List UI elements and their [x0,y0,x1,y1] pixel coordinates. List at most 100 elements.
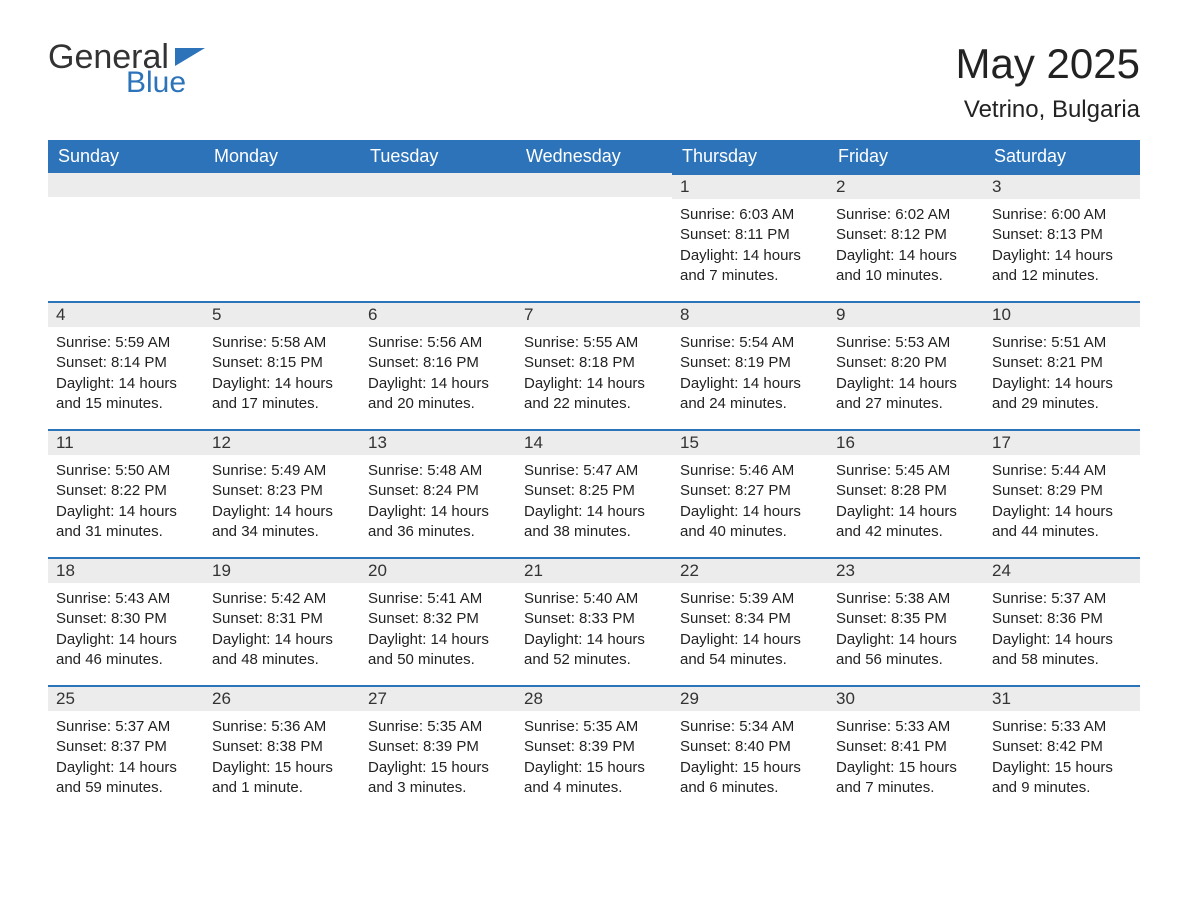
weekday-header: Tuesday [360,140,516,173]
sunrise-line: Sunrise: 5:46 AM [680,461,820,481]
calendar-day-cell: 26Sunrise: 5:36 AMSunset: 8:38 PMDayligh… [204,685,360,813]
daylight-line: Daylight: 14 hours and 40 minutes. [680,502,820,543]
day-details: Sunrise: 5:45 AMSunset: 8:28 PMDaylight:… [828,455,984,546]
sunset-line: Sunset: 8:42 PM [992,737,1132,757]
sunset-line: Sunset: 8:36 PM [992,609,1132,629]
sunset-line: Sunset: 8:21 PM [992,353,1132,373]
title-block: May 2025 Vetrino, Bulgaria [956,40,1140,124]
weekday-header: Wednesday [516,140,672,173]
sunrise-line: Sunrise: 6:02 AM [836,205,976,225]
month-title: May 2025 [956,40,1140,88]
day-number: 5 [204,301,360,327]
day-number: 20 [360,557,516,583]
day-details: Sunrise: 5:50 AMSunset: 8:22 PMDaylight:… [48,455,204,546]
sunrise-line: Sunrise: 5:58 AM [212,333,352,353]
sunset-line: Sunset: 8:23 PM [212,481,352,501]
sunrise-line: Sunrise: 5:53 AM [836,333,976,353]
day-number: 27 [360,685,516,711]
day-number: 26 [204,685,360,711]
calendar-day-cell: 28Sunrise: 5:35 AMSunset: 8:39 PMDayligh… [516,685,672,813]
calendar-day-cell: 2Sunrise: 6:02 AMSunset: 8:12 PMDaylight… [828,173,984,301]
day-number: 6 [360,301,516,327]
day-number: 25 [48,685,204,711]
empty-day-header [48,173,204,197]
sunset-line: Sunset: 8:41 PM [836,737,976,757]
daylight-line: Daylight: 14 hours and 50 minutes. [368,630,508,671]
daylight-line: Daylight: 14 hours and 27 minutes. [836,374,976,415]
daylight-line: Daylight: 15 hours and 3 minutes. [368,758,508,799]
day-number: 10 [984,301,1140,327]
day-number: 11 [48,429,204,455]
daylight-line: Daylight: 14 hours and 42 minutes. [836,502,976,543]
sunset-line: Sunset: 8:28 PM [836,481,976,501]
calendar-day-cell: 3Sunrise: 6:00 AMSunset: 8:13 PMDaylight… [984,173,1140,301]
sunset-line: Sunset: 8:35 PM [836,609,976,629]
sunset-line: Sunset: 8:19 PM [680,353,820,373]
calendar-day-cell [516,173,672,301]
day-details: Sunrise: 5:41 AMSunset: 8:32 PMDaylight:… [360,583,516,674]
day-details: Sunrise: 5:38 AMSunset: 8:35 PMDaylight:… [828,583,984,674]
daylight-line: Daylight: 14 hours and 31 minutes. [56,502,196,543]
day-details: Sunrise: 5:51 AMSunset: 8:21 PMDaylight:… [984,327,1140,418]
weekday-header: Saturday [984,140,1140,173]
sunset-line: Sunset: 8:24 PM [368,481,508,501]
sunrise-line: Sunrise: 5:37 AM [56,717,196,737]
calendar-day-cell: 7Sunrise: 5:55 AMSunset: 8:18 PMDaylight… [516,301,672,429]
calendar-day-cell: 8Sunrise: 5:54 AMSunset: 8:19 PMDaylight… [672,301,828,429]
day-number: 24 [984,557,1140,583]
calendar-day-cell: 24Sunrise: 5:37 AMSunset: 8:36 PMDayligh… [984,557,1140,685]
calendar-day-cell: 13Sunrise: 5:48 AMSunset: 8:24 PMDayligh… [360,429,516,557]
sunset-line: Sunset: 8:16 PM [368,353,508,373]
daylight-line: Daylight: 14 hours and 36 minutes. [368,502,508,543]
daylight-line: Daylight: 14 hours and 38 minutes. [524,502,664,543]
sunrise-line: Sunrise: 5:51 AM [992,333,1132,353]
empty-day-header [516,173,672,197]
calendar-day-cell: 29Sunrise: 5:34 AMSunset: 8:40 PMDayligh… [672,685,828,813]
calendar-day-cell: 4Sunrise: 5:59 AMSunset: 8:14 PMDaylight… [48,301,204,429]
sunrise-line: Sunrise: 5:40 AM [524,589,664,609]
day-number: 7 [516,301,672,327]
weekday-header: Friday [828,140,984,173]
day-details: Sunrise: 5:49 AMSunset: 8:23 PMDaylight:… [204,455,360,546]
empty-day-header [360,173,516,197]
sunrise-line: Sunrise: 5:44 AM [992,461,1132,481]
calendar-day-cell: 27Sunrise: 5:35 AMSunset: 8:39 PMDayligh… [360,685,516,813]
sunrise-line: Sunrise: 5:47 AM [524,461,664,481]
sunrise-line: Sunrise: 5:54 AM [680,333,820,353]
day-details: Sunrise: 5:58 AMSunset: 8:15 PMDaylight:… [204,327,360,418]
day-number: 12 [204,429,360,455]
daylight-line: Daylight: 15 hours and 4 minutes. [524,758,664,799]
day-details: Sunrise: 5:36 AMSunset: 8:38 PMDaylight:… [204,711,360,802]
sunrise-line: Sunrise: 5:42 AM [212,589,352,609]
calendar-day-cell: 6Sunrise: 5:56 AMSunset: 8:16 PMDaylight… [360,301,516,429]
sunset-line: Sunset: 8:22 PM [56,481,196,501]
daylight-line: Daylight: 14 hours and 12 minutes. [992,246,1132,287]
sunrise-line: Sunrise: 6:03 AM [680,205,820,225]
daylight-line: Daylight: 14 hours and 22 minutes. [524,374,664,415]
calendar-week-row: 25Sunrise: 5:37 AMSunset: 8:37 PMDayligh… [48,685,1140,813]
calendar-week-row: 18Sunrise: 5:43 AMSunset: 8:30 PMDayligh… [48,557,1140,685]
daylight-line: Daylight: 14 hours and 59 minutes. [56,758,196,799]
sunrise-line: Sunrise: 5:38 AM [836,589,976,609]
day-details: Sunrise: 5:35 AMSunset: 8:39 PMDaylight:… [360,711,516,802]
day-number: 1 [672,173,828,199]
day-details: Sunrise: 5:55 AMSunset: 8:18 PMDaylight:… [516,327,672,418]
calendar-day-cell: 23Sunrise: 5:38 AMSunset: 8:35 PMDayligh… [828,557,984,685]
calendar-day-cell [48,173,204,301]
day-details: Sunrise: 5:37 AMSunset: 8:37 PMDaylight:… [48,711,204,802]
empty-day-header [204,173,360,197]
sunrise-line: Sunrise: 5:49 AM [212,461,352,481]
calendar-day-cell [360,173,516,301]
day-details: Sunrise: 6:02 AMSunset: 8:12 PMDaylight:… [828,199,984,290]
logo-triangle-icon [175,48,205,66]
daylight-line: Daylight: 14 hours and 54 minutes. [680,630,820,671]
sunrise-line: Sunrise: 5:35 AM [524,717,664,737]
daylight-line: Daylight: 15 hours and 1 minute. [212,758,352,799]
day-number: 14 [516,429,672,455]
sunrise-line: Sunrise: 5:59 AM [56,333,196,353]
sunrise-line: Sunrise: 5:43 AM [56,589,196,609]
day-details: Sunrise: 5:47 AMSunset: 8:25 PMDaylight:… [516,455,672,546]
calendar-day-cell: 14Sunrise: 5:47 AMSunset: 8:25 PMDayligh… [516,429,672,557]
day-number: 16 [828,429,984,455]
day-details: Sunrise: 5:37 AMSunset: 8:36 PMDaylight:… [984,583,1140,674]
